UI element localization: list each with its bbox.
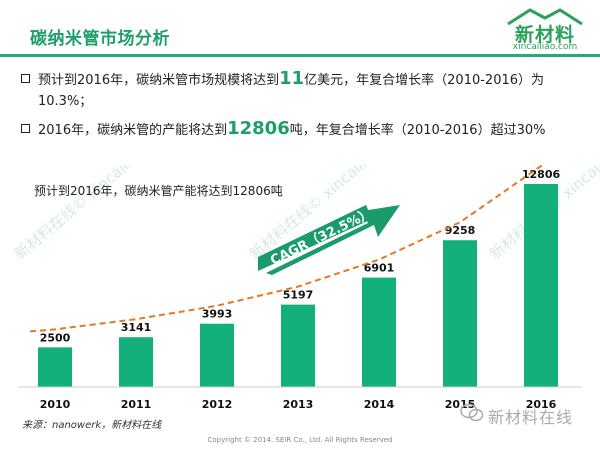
x-tick-label: 2016 <box>526 398 557 411</box>
chart-title: 预计到2016年，碳纳米管产能将达到12806吨 <box>34 183 283 198</box>
bullet-list: 预计到2016年，碳纳米管市场规模将达到11亿美元，年复合增长率（2010-20… <box>18 68 588 147</box>
bar-2016 <box>524 184 558 387</box>
header: 碳纳米管市场分析 新材料 xincailiao.com <box>0 0 600 58</box>
source-note: 来源：nanowerk，新材料在线 <box>22 420 162 431</box>
bar-value-label: 9258 <box>445 224 476 237</box>
page-title: 碳纳米管市场分析 <box>30 29 170 49</box>
logo-text: 新材料 <box>514 24 575 46</box>
capacity-bar-chart: 新材料在线© xincailiao.com 新材料在线© xincailiao.… <box>11 165 600 411</box>
wechat-icon <box>460 403 484 422</box>
square-bullet-icon <box>21 124 30 133</box>
bullet-text-post: 吨，年复合增长率（2010-2016）超过30% <box>289 123 546 138</box>
bullet-text-pre: 预计到2016年，碳纳米管市场规模将达到 <box>38 73 280 88</box>
bar-2015 <box>443 240 477 387</box>
bar-2012 <box>200 323 234 387</box>
bar-2013 <box>281 304 315 387</box>
bullet-item-market-size: 预计到2016年，碳纳米管市场规模将达到11亿美元，年复合增长率（2010-20… <box>18 68 588 112</box>
highlight-value: 11 <box>279 68 305 89</box>
bar-2014 <box>362 277 396 387</box>
bar-value-label: 6901 <box>364 262 395 275</box>
bar-value-label: 3993 <box>202 308 233 321</box>
wechat-watermark: 新材料在线 <box>460 402 595 428</box>
highlight-value: 12806 <box>227 118 290 139</box>
bullet-item-capacity: 2016年，碳纳米管的产能将达到12806吨，年复合增长率（2010-2016）… <box>18 118 588 141</box>
bullet-text-pre: 2016年，碳纳米管的产能将达到 <box>38 123 228 138</box>
copyright-text: Copyright © 2014. SEIR Co., Ltd. All Rig… <box>207 436 393 444</box>
bar-value-label: 12806 <box>522 168 561 181</box>
house-roof-icon <box>507 8 583 26</box>
bar-2010 <box>38 347 72 387</box>
brand-logo: 新材料 xincailiao.com <box>500 6 590 52</box>
x-tick-label: 2012 <box>202 398 233 411</box>
trend-line <box>29 165 544 333</box>
wechat-label: 新材料在线 <box>488 408 574 427</box>
x-tick-label: 2014 <box>364 398 395 411</box>
logo-url: xincailiao.com <box>512 42 578 52</box>
bar-value-label: 3141 <box>121 321 152 334</box>
bar-value-label: 2500 <box>40 331 71 344</box>
title-underline <box>0 54 600 57</box>
x-tick-label: 2011 <box>121 398 152 411</box>
watermark: 新材料在线© xincailiao.com <box>11 165 177 263</box>
x-tick-label: 2010 <box>40 398 71 411</box>
bar-value-label: 5197 <box>283 289 314 302</box>
x-tick-label: 2015 <box>445 398 476 411</box>
bar-2011 <box>119 337 153 387</box>
bullet-text-post: 亿美元，年复合增长率（2010-2016）为10.3%； <box>38 73 545 109</box>
x-tick-label: 2013 <box>283 398 314 411</box>
square-bullet-icon <box>21 74 30 83</box>
